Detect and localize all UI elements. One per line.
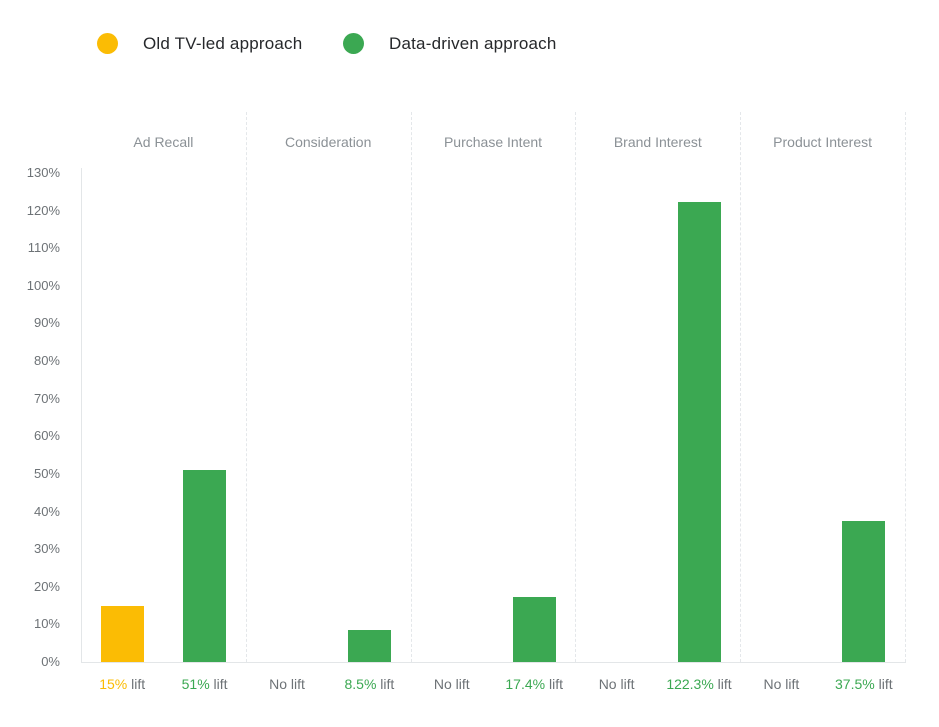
legend-swatch-old-tv-icon xyxy=(97,33,118,54)
lift-suffix: lift xyxy=(127,676,146,692)
lift-label: 51% lift xyxy=(182,676,228,692)
lift-label: 17.4% lift xyxy=(505,676,563,692)
y-tick-label: 90% xyxy=(33,315,60,331)
y-tick-label: 80% xyxy=(33,353,60,369)
lift-label: 122.3% lift xyxy=(666,676,731,692)
bar-purchase-intent xyxy=(512,596,556,662)
column-separator xyxy=(905,112,906,662)
category-label: Purchase Intent xyxy=(443,134,543,150)
lift-percent-value: 8.5% xyxy=(344,676,377,692)
column-separator xyxy=(740,112,742,662)
y-tick-label: 50% xyxy=(33,465,60,481)
bar-ad-recall xyxy=(183,470,227,662)
legend-swatch-data-driven-icon xyxy=(343,33,364,54)
lift-label: 8.5% lift xyxy=(344,676,394,692)
lift-suffix: lift xyxy=(209,676,228,692)
legend-item-data-driven-approach: Data-driven approach xyxy=(343,33,556,54)
column-separator xyxy=(410,112,412,662)
lift-label: 37.5% lift xyxy=(835,676,893,692)
y-tick-label: 10% xyxy=(33,616,60,632)
y-tick-label: 110% xyxy=(27,240,60,256)
category-label: Consideration xyxy=(284,134,372,150)
bar-ad-recall xyxy=(100,605,144,662)
lift-percent-value: 15% xyxy=(99,676,128,692)
lift-label: No lift xyxy=(269,676,305,692)
lift-percent-value: 17.4% xyxy=(505,676,546,692)
lift-label: No lift xyxy=(598,676,635,692)
column-separator xyxy=(245,112,247,662)
y-tick-label: 60% xyxy=(33,428,60,444)
legend-label-data-driven: Data-driven approach xyxy=(389,33,557,53)
lift-label: 15% lift xyxy=(99,676,145,692)
bar-consideration xyxy=(347,630,391,662)
lift-label: No lift xyxy=(433,676,470,692)
y-tick-label: 100% xyxy=(26,277,60,293)
bar-brand-interest xyxy=(677,201,721,662)
lift-suffix: lift xyxy=(545,676,563,692)
plot-area xyxy=(81,168,906,663)
y-tick-label: 130% xyxy=(26,165,60,180)
lift-suffix: lift xyxy=(874,676,893,692)
lift-percent-value: 51% xyxy=(181,676,210,692)
lift-suffix: lift xyxy=(713,676,732,692)
y-tick-label: 40% xyxy=(33,503,60,519)
lift-percent-value: 122.3% xyxy=(666,676,714,692)
y-tick-label: 30% xyxy=(33,541,60,557)
category-label: Ad Recall xyxy=(133,134,194,150)
bar-product-interest xyxy=(842,520,886,662)
legend-label-old-tv: Old TV-led approach xyxy=(143,33,303,53)
lift-label: No lift xyxy=(763,676,800,692)
legend-item-old-tv-approach: Old TV-led approach xyxy=(97,33,302,54)
category-label: Product Interest xyxy=(773,134,873,150)
column-separator xyxy=(575,112,577,662)
y-tick-label: 70% xyxy=(33,390,60,406)
category-label: Brand Interest xyxy=(613,134,702,150)
y-tick-label: 120% xyxy=(26,202,60,218)
y-tick-label: 20% xyxy=(33,578,60,594)
y-tick-label: 0% xyxy=(41,654,60,669)
lift-percent-value: 37.5% xyxy=(835,676,875,692)
lift-suffix: lift xyxy=(376,676,395,692)
